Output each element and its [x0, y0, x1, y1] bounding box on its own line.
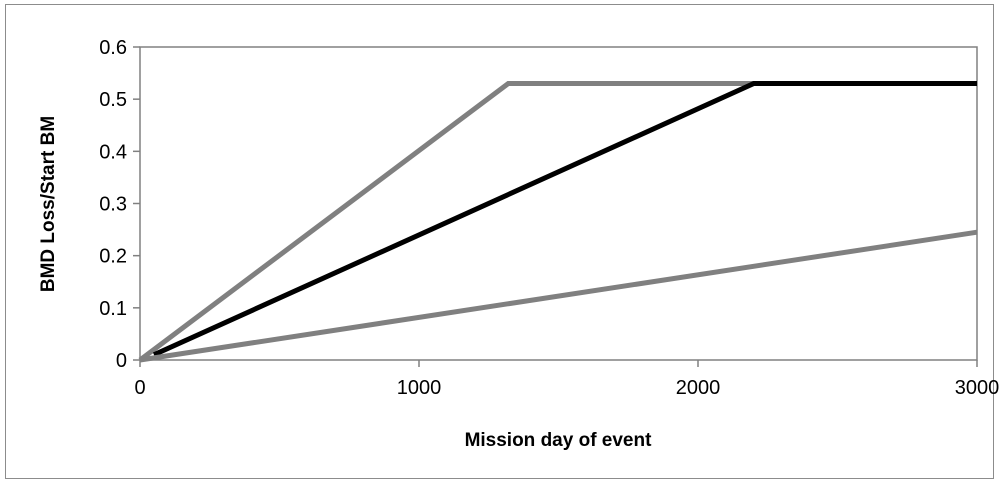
y-tick-label: 0.2: [99, 246, 127, 268]
y-tick-label: 0.3: [99, 194, 127, 216]
x-axis-ticks: 0 1000 2000 3000: [134, 360, 999, 399]
x-axis-title: Mission day of event: [465, 430, 653, 451]
y-tick-label: 0.1: [99, 298, 127, 320]
x-tick-label: 3000: [955, 377, 1000, 399]
y-axis-ticks: 0 0.1 0.2 0.3 0.4 0.5 0.6: [99, 37, 140, 372]
x-tick-label: 2000: [676, 377, 721, 399]
series-layer: [138, 81, 978, 363]
series-line-2: [152, 81, 977, 358]
plot-area: [139, 46, 978, 361]
series-line-3: [139, 229, 978, 363]
x-tick-label: 1000: [397, 377, 442, 399]
y-tick-label: 0: [116, 350, 127, 372]
y-axis-title: BMD Loss/Start BM: [38, 116, 59, 292]
y-tick-label: 0.4: [99, 141, 127, 163]
y-tick-label: 0.6: [99, 37, 127, 59]
x-tick-label: 0: [134, 377, 145, 399]
y-tick-label: 0.5: [99, 89, 127, 111]
